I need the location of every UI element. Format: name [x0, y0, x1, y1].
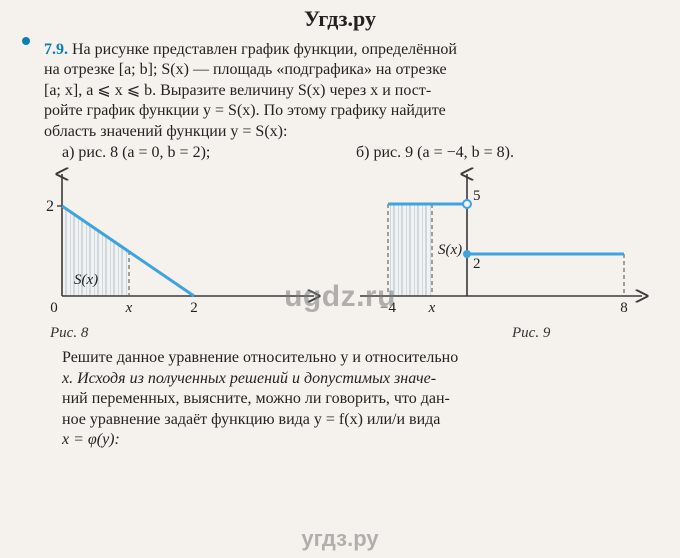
- svg-text:x: x: [125, 300, 133, 316]
- problem-number: 7.9.: [44, 41, 68, 58]
- figure-9-caption: Рис. 9: [342, 321, 652, 342]
- figure-9: 5 2 S(x) −4 x 8 Рис. 9: [342, 166, 652, 342]
- svg-text:8: 8: [620, 300, 628, 316]
- figure-8-svg: 2 S(x) 0 x 2: [14, 166, 324, 316]
- svg-text:x: x: [428, 300, 436, 316]
- second-line2: x. Исходя из полученных решений и допуст…: [62, 370, 436, 387]
- problem-line5: область значений функции y = S(x):: [44, 123, 287, 140]
- svg-text:S(x): S(x): [438, 242, 462, 258]
- second-line5: x = φ(y):: [62, 431, 120, 448]
- svg-text:S(x): S(x): [74, 272, 98, 288]
- part-b: б) рис. 9 (a = −4, b = 8).: [356, 144, 514, 162]
- svg-text:0: 0: [50, 300, 58, 316]
- second-line3: ний переменных, выясните, можно ли говор…: [62, 390, 450, 407]
- problem-line2: на отрезке [a; b]; S(x) — площадь «подгр…: [44, 61, 447, 78]
- problem-text: 7.9. На рисунке представлен график функц…: [0, 32, 680, 142]
- svg-text:5: 5: [473, 188, 481, 204]
- figure-9-svg: 5 2 S(x) −4 x 8: [342, 166, 652, 316]
- site-header: Угдз.ру: [0, 0, 680, 32]
- svg-text:2: 2: [190, 300, 198, 316]
- problem-line3: [a; x], a ⩽ x ⩽ b. Выразите величину S(x…: [44, 82, 431, 99]
- problem-line1: На рисунке представлен график функции, о…: [72, 41, 457, 58]
- second-paragraph: Решите данное уравнение относительно y и…: [0, 342, 680, 450]
- problem-parts: а) рис. 8 (a = 0, b = 2); б) рис. 9 (a =…: [0, 142, 680, 162]
- svg-text:2: 2: [46, 198, 54, 215]
- problem-marker: [22, 37, 30, 45]
- second-line4: ное уравнение задаёт функцию вида y = f(…: [62, 411, 440, 428]
- figure-8: 2 S(x) 0 x 2 Рис. 8: [14, 166, 324, 342]
- figure-8-caption: Рис. 8: [14, 321, 324, 342]
- second-line1: Решите данное уравнение относительно y и…: [62, 349, 458, 366]
- svg-text:−4: −4: [380, 300, 396, 316]
- svg-text:2: 2: [473, 256, 481, 272]
- watermark-bottom: угдз.ру: [0, 526, 680, 552]
- part-a: а) рис. 8 (a = 0, b = 2);: [62, 144, 352, 162]
- problem-line4: ройте график функции y = S(x). По этому …: [44, 102, 446, 119]
